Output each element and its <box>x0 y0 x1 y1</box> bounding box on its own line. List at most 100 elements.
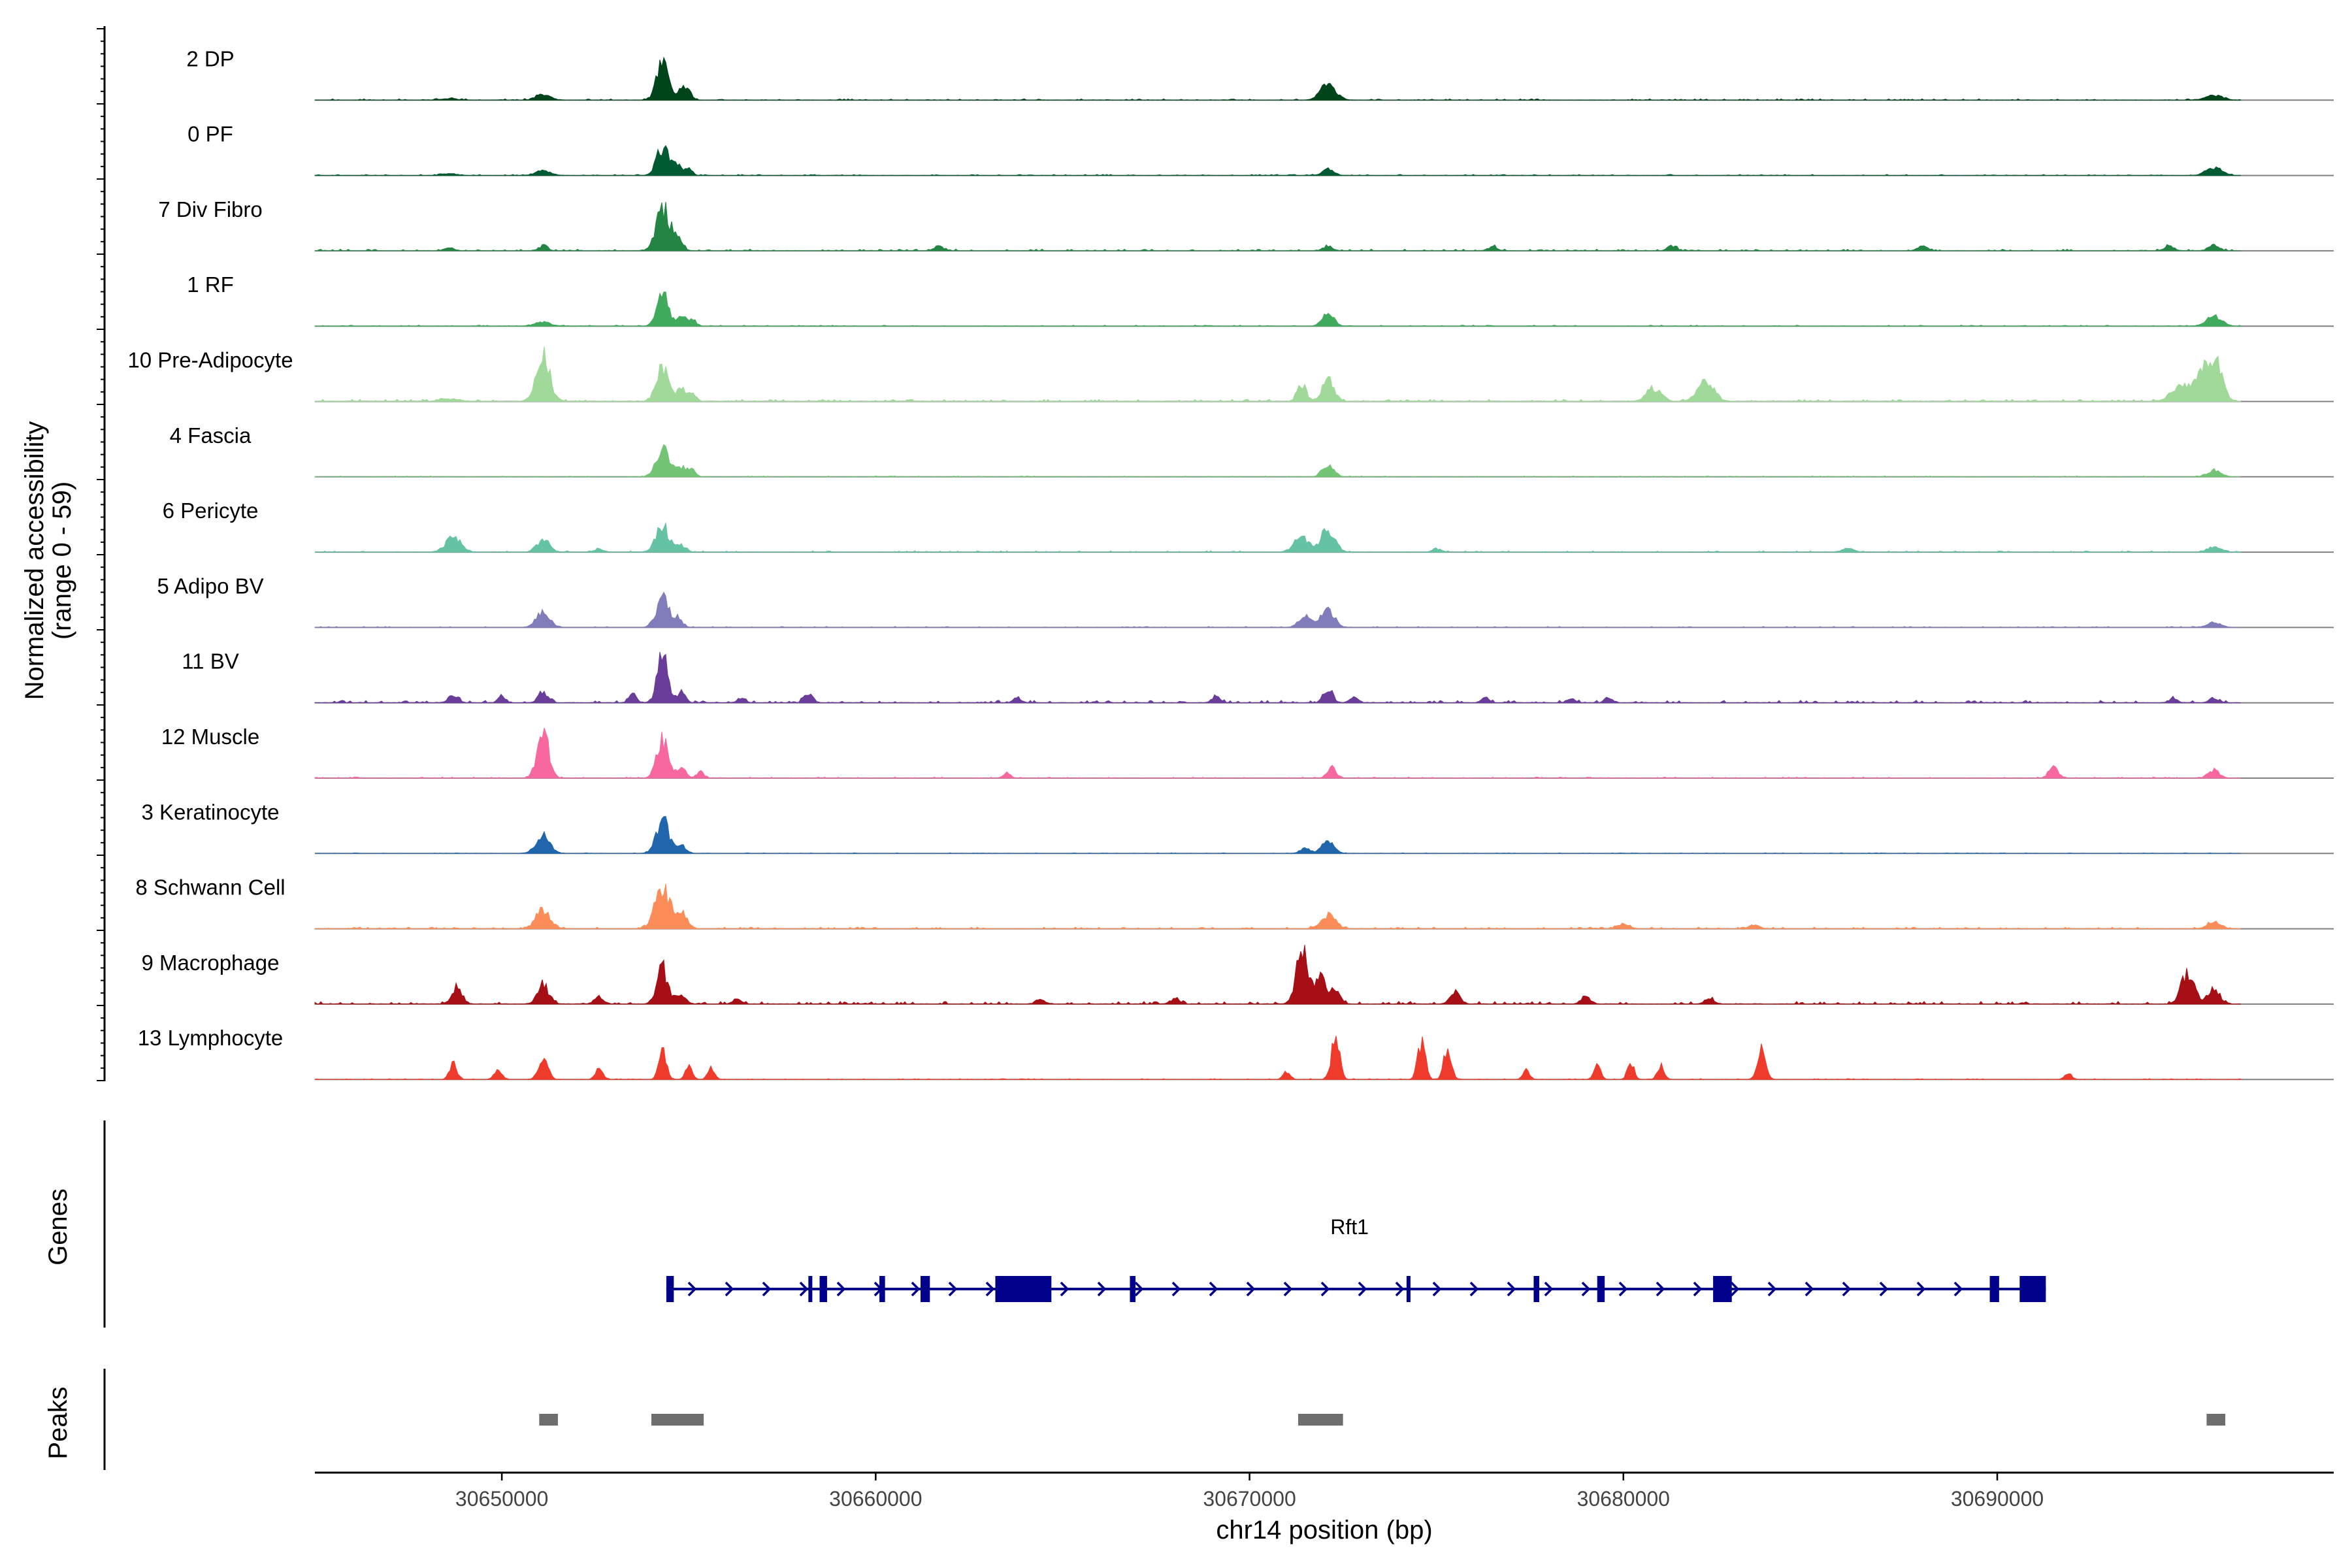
strand-arrow <box>948 1281 958 1297</box>
strand-arrow <box>725 1281 734 1297</box>
accessibility-area <box>314 1036 2242 1080</box>
x-axis-title: chr14 position (bp) <box>1216 1516 1432 1544</box>
gene-name: Rft1 <box>1330 1215 1369 1239</box>
strand-arrow <box>1209 1281 1218 1297</box>
strand-arrow <box>1507 1281 1516 1297</box>
gene-exon <box>1130 1276 1136 1302</box>
strand-arrow <box>1842 1281 1852 1297</box>
accessibility-area <box>314 144 2242 176</box>
strand-arrow <box>1618 1281 1628 1297</box>
track-label: 4 Fascia <box>170 423 252 448</box>
strand-arrow <box>1134 1281 1144 1297</box>
track-label: 12 Muscle <box>161 725 259 749</box>
track-label: 13 Lymphocyte <box>138 1026 284 1050</box>
gene-exon <box>1533 1276 1540 1302</box>
strand-arrow <box>799 1281 809 1297</box>
gene-exon <box>2019 1276 2046 1302</box>
strand-arrow <box>687 1281 697 1297</box>
strand-arrow <box>1060 1281 1070 1297</box>
x-tick-label: 30670000 <box>1203 1487 1296 1511</box>
strand-arrow <box>1246 1281 1256 1297</box>
track-0-pf: 0 PF <box>188 122 2334 176</box>
strand-arrow <box>1730 1281 1740 1297</box>
gene-exon <box>1989 1276 1999 1302</box>
gene-exon <box>921 1276 930 1302</box>
strand-arrow <box>1469 1281 1479 1297</box>
track-13-lymphocyte: 13 Lymphocyte <box>138 1026 2334 1081</box>
peak-region <box>539 1414 558 1426</box>
track-8-schwann-cell: 8 Schwann Cell <box>135 875 2334 930</box>
strand-arrow <box>1432 1281 1442 1297</box>
gene-exon <box>666 1276 674 1302</box>
track-9-macrophage: 9 Macrophage <box>142 945 2334 1005</box>
strand-arrow <box>1581 1281 1591 1297</box>
track-3-keratinocyte: 3 Keratinocyte <box>142 800 2334 855</box>
strand-arrow <box>1953 1281 1963 1297</box>
track-label: 7 Div Fibro <box>158 197 263 221</box>
gene-exon <box>819 1276 827 1302</box>
track-2-dp: 2 DP <box>186 46 2334 101</box>
track-4-fascia: 4 Fascia <box>170 423 2334 478</box>
track-label: 6 Pericyte <box>163 498 259 523</box>
track-5-adipo-bv: 5 Adipo BV <box>157 574 2334 629</box>
accessibility-area <box>314 56 2242 101</box>
x-tick-label: 30660000 <box>829 1487 922 1511</box>
track-12-muscle: 12 Muscle <box>161 725 2334 779</box>
gene-model: Rft1 <box>666 1215 2046 1302</box>
track-label: 9 Macrophage <box>142 951 280 975</box>
x-tick-label: 30650000 <box>455 1487 548 1511</box>
accessibility-area <box>314 346 2242 402</box>
strand-arrow <box>1767 1281 1777 1297</box>
track-label: 10 Pre-Adipocyte <box>127 348 293 372</box>
x-tick-label: 30690000 <box>1951 1487 2044 1511</box>
strand-arrow <box>1916 1281 1926 1297</box>
gene-exon <box>1406 1276 1411 1302</box>
accessibility-area <box>314 291 2242 327</box>
track-label: 1 RF <box>187 272 234 297</box>
track-label: 2 DP <box>186 46 234 71</box>
strand-arrow <box>836 1281 846 1297</box>
strand-arrow <box>1320 1281 1330 1297</box>
gene-exon <box>1597 1276 1605 1302</box>
track-6-pericyte: 6 Pericyte <box>163 498 2334 553</box>
x-tick-label: 30680000 <box>1577 1487 1670 1511</box>
accessibility-tracks: 2 DP 0 PF 7 Div Fibro 1 RF 10 Pre-Adipocyte 4… <box>97 26 2334 1081</box>
genes-panel-label: Genes <box>44 1188 73 1266</box>
accessibility-area <box>314 591 2242 628</box>
peak-region <box>2206 1414 2226 1426</box>
peaks-panel-label: Peaks <box>44 1386 73 1459</box>
strand-arrow <box>1171 1281 1181 1297</box>
track-label: 3 Keratinocyte <box>142 800 280 824</box>
accessibility-area <box>314 945 2242 1005</box>
x-axis: 30650000 30660000 30670000 30680000 30690000 <box>315 1471 2334 1511</box>
strand-arrow <box>1097 1281 1107 1297</box>
track-11-bv: 11 BV <box>182 649 2334 704</box>
y-axis-subtitle: (range 0 - 59) <box>48 482 76 640</box>
gene-exon <box>808 1276 813 1302</box>
track-7-div-fibro: 7 Div Fibro <box>158 197 2334 252</box>
strand-arrow <box>1544 1281 1554 1297</box>
accessibility-area <box>314 727 2242 779</box>
gene-track: Rft1 <box>103 1120 2046 1328</box>
peak-region <box>1298 1414 1343 1426</box>
strand-arrow <box>1395 1281 1405 1297</box>
accessibility-area <box>314 444 2241 478</box>
strand-arrow <box>985 1281 995 1297</box>
track-label: 8 Schwann Cell <box>135 875 285 900</box>
gene-exon <box>1713 1276 1732 1302</box>
strand-arrow <box>1805 1281 1814 1297</box>
strand-arrow <box>1358 1281 1367 1297</box>
gene-exon <box>879 1276 885 1302</box>
accessibility-area <box>314 816 2242 854</box>
gene-exon <box>995 1276 1052 1302</box>
strand-arrow <box>762 1281 772 1297</box>
strand-arrow <box>911 1281 921 1297</box>
y-axis-title: Normalized accessibility <box>20 421 49 700</box>
strand-arrow <box>1693 1281 1703 1297</box>
peak-track <box>103 1369 2226 1470</box>
track-label: 0 PF <box>188 122 233 146</box>
strand-arrow <box>1283 1281 1293 1297</box>
accessibility-area <box>314 201 2242 252</box>
track-10-pre-adipocyte: 10 Pre-Adipocyte <box>127 346 2334 402</box>
